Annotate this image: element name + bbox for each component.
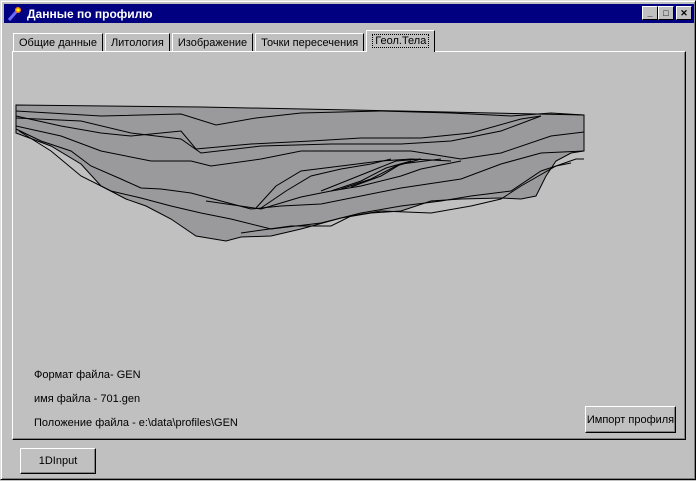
maximize-button[interactable]: □ — [658, 6, 674, 20]
tab-image[interactable]: Изображение — [171, 33, 254, 52]
tab-label: Геол.Тела — [372, 34, 430, 48]
file-name-label: имя файла - 701.gen — [34, 393, 141, 405]
import-profile-button[interactable]: Импорт профиля — [585, 406, 676, 433]
minimize-button[interactable]: _ — [642, 6, 658, 20]
title-bar: Данные по профилю _ □ ✕ — [4, 4, 694, 23]
file-location-label: Положение файла - e:\data\profiles\GEN — [34, 417, 238, 429]
window-title: Данные по профилю — [27, 6, 153, 21]
tab-geobodies[interactable]: Геол.Тела — [366, 30, 436, 52]
file-format-label: Формат файла- GEN — [34, 369, 141, 381]
tab-intersections[interactable]: Точки пересечения — [255, 33, 365, 52]
tab-strip: Общие данные Литология Изображение Точки… — [13, 30, 437, 52]
torch-icon — [7, 6, 21, 21]
tab-panel — [12, 51, 686, 440]
tab-general[interactable]: Общие данные — [13, 33, 103, 52]
horizon-lines — [15, 110, 585, 234]
tab-lithology[interactable]: Литология — [104, 33, 170, 52]
1d-input-button[interactable]: 1DInput — [20, 448, 96, 474]
close-button[interactable]: ✕ — [676, 6, 692, 20]
